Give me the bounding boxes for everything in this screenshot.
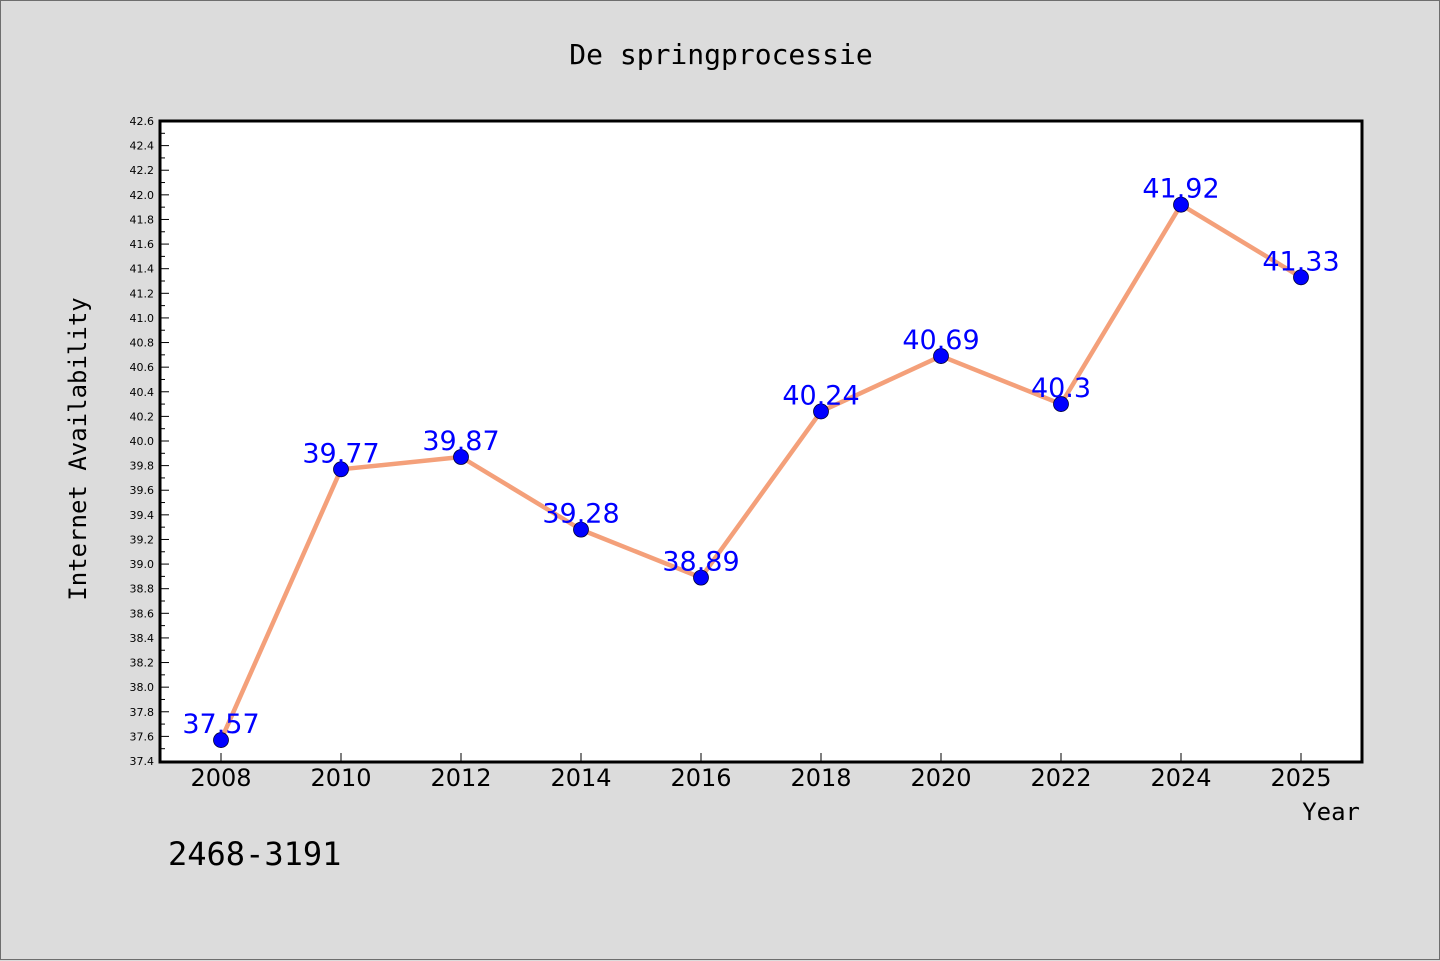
data-label: 37.57 <box>182 709 259 740</box>
data-label: 40.24 <box>782 380 859 411</box>
y-axis: 37.4 37.6 37.8 38.0 38.2 38.4 38.6 38.8 39.0 39.2… <box>130 115 169 768</box>
x-tick-label: 2025 <box>1270 764 1331 792</box>
y-tick-label: 42.4 <box>130 140 155 153</box>
y-tick-label: 42.2 <box>130 164 155 177</box>
data-point <box>1293 269 1309 286</box>
y-tick-label: 39.6 <box>130 484 155 497</box>
y-tick-label: 38.6 <box>130 607 155 620</box>
data-point <box>573 521 589 538</box>
series-layer <box>213 196 1309 748</box>
data-point <box>1053 396 1069 412</box>
y-tick-label: 41.4 <box>130 263 155 276</box>
y-tick-label: 38.0 <box>130 681 155 694</box>
y-tick-label: 41.0 <box>130 312 155 325</box>
y-tick-label: 41.6 <box>130 238 155 251</box>
x-tick-label: 2022 <box>1030 764 1091 792</box>
data-label: 41.33 <box>1262 246 1339 277</box>
y-tick-label: 39.2 <box>130 533 155 546</box>
y-tick-label: 40.0 <box>130 435 155 448</box>
x-tick-label: 2016 <box>670 764 731 792</box>
y-tick-label: 38.2 <box>130 657 155 670</box>
data-point <box>693 569 709 586</box>
x-tick-label: 2010 <box>310 764 371 792</box>
y-tick-label: 37.4 <box>130 755 155 768</box>
data-label: 38.89 <box>662 547 739 578</box>
y-tick-label: 37.8 <box>130 706 155 719</box>
y-axis-label: Internet Availability <box>64 297 92 600</box>
x-tick-label: 2024 <box>1150 764 1211 792</box>
y-tick-label: 41.2 <box>130 287 155 300</box>
y-tick-label: 42.0 <box>130 189 155 202</box>
x-axis-label: Year <box>1302 798 1360 826</box>
y-tick-label: 38.4 <box>130 632 155 645</box>
y-tick-label: 40.2 <box>130 410 155 423</box>
x-tick-label: 2020 <box>910 764 971 792</box>
x-axis: 2008 2010 2012 2014 2016 2018 2020 2022 2024 2025 <box>190 753 1332 792</box>
data-label: 40.3 <box>1031 373 1091 404</box>
data-point <box>213 732 229 748</box>
data-label: 40.69 <box>902 325 979 356</box>
y-tick-label: 40.8 <box>130 337 155 350</box>
data-point <box>453 449 469 465</box>
data-point <box>813 403 829 420</box>
series-line <box>218 202 1304 743</box>
data-point <box>333 461 349 478</box>
chart-title: De springprocessie <box>569 38 872 71</box>
y-tick-label: 39.8 <box>130 460 155 473</box>
data-label: 39.77 <box>302 438 379 469</box>
y-tick-label: 41.8 <box>130 213 155 226</box>
y-tick-label: 38.8 <box>130 583 155 596</box>
x-tick-label: 2012 <box>430 764 491 792</box>
data-label: 39.28 <box>542 499 619 530</box>
y-tick-label: 37.6 <box>130 730 155 743</box>
data-label: 39.87 <box>422 426 499 457</box>
data-point <box>933 348 949 364</box>
plot-area <box>158 119 1364 764</box>
y-tick-label: 42.6 <box>130 115 155 128</box>
data-labels: 37.57 39.77 39.87 39.28 38.89 40.24 40.69 40.3 4… <box>182 174 1339 740</box>
x-tick-label: 2018 <box>790 764 851 792</box>
y-tick-label: 39.0 <box>130 558 155 571</box>
data-label: 41.92 <box>1142 174 1219 205</box>
x-tick-label: 2008 <box>190 764 251 792</box>
y-tick-label: 40.4 <box>130 386 155 399</box>
y-tick-label: 40.6 <box>130 361 155 374</box>
footnote: 2468-3191 <box>168 835 341 873</box>
data-point <box>1173 196 1189 213</box>
x-tick-label: 2014 <box>550 764 611 792</box>
y-tick-label: 39.4 <box>130 509 155 522</box>
